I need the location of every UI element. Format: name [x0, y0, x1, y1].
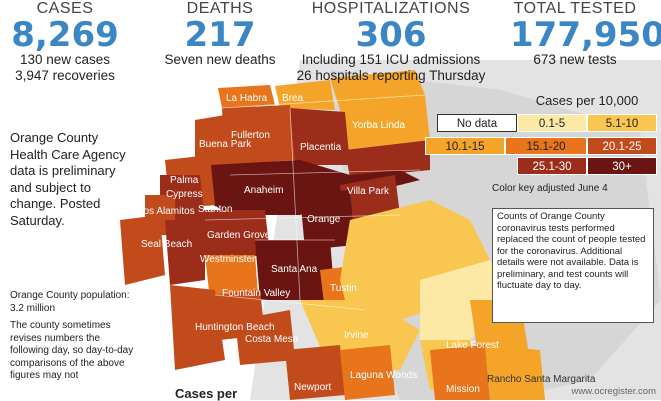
- legend-swatch: 10.1-15: [425, 137, 505, 155]
- cases-stat: CASES 8,269 130 new cases 3,947 recoveri…: [10, 0, 120, 84]
- legend-swatch: 20.1-25: [587, 137, 657, 155]
- map-label: Villa Park: [347, 186, 390, 197]
- revise-note: The county sometimes revises numbers the…: [10, 320, 134, 381]
- info-box: Counts of Orange County coronavirus test…: [492, 208, 654, 323]
- map-label: Costa Mesa: [245, 334, 299, 345]
- map-label: Lake Forest: [446, 340, 499, 351]
- map-label: Placentia: [300, 142, 342, 153]
- legend-title: Cases per 10,000: [535, 93, 639, 108]
- agency-note: Orange County Health Care Agency data is…: [10, 130, 126, 228]
- map-label: La Habra: [226, 93, 268, 104]
- hospitalizations-value: 306: [355, 15, 427, 55]
- map-label: Garden Grove: [207, 230, 271, 241]
- legend-swatch: 0.1-5: [517, 114, 587, 132]
- map-label: Santa Ana: [271, 264, 318, 275]
- map-label: Anaheim: [244, 185, 283, 196]
- map-label: Los Alamitos: [138, 206, 195, 217]
- map-label: Fountain Valley: [222, 288, 290, 299]
- hospitalizations-reporting: 26 hospitals reporting Thursday: [296, 68, 486, 83]
- map-label: Fullerton: [231, 130, 270, 141]
- watermark: www.ocregister.com: [571, 386, 656, 397]
- map-label: Rancho Santa Margarita: [487, 374, 596, 385]
- legend-swatch: 5.1-10: [587, 114, 657, 132]
- map-label: Palma: [170, 175, 199, 186]
- map-label: Buena Park: [199, 139, 252, 150]
- legend-swatch: 30+: [587, 157, 657, 175]
- hospitalizations-icu: Including 151 ICU admissions: [301, 52, 481, 67]
- cases-new: 130 new cases: [19, 52, 111, 67]
- map-label: Yorba Linda: [352, 120, 405, 131]
- map-label: Laguna Woods: [350, 370, 417, 381]
- map-bottom-title: Cases per: [175, 386, 238, 401]
- deaths-stat: DEATHS 217 Seven new deaths: [155, 0, 285, 68]
- map-label: Brea: [282, 93, 304, 104]
- map-label: Newport: [294, 382, 331, 393]
- map-label: Westminster: [200, 254, 256, 265]
- tested-new: 673 new tests: [533, 52, 617, 67]
- legend-swatch: 15.1-20: [505, 137, 587, 155]
- deaths-value: 217: [184, 15, 256, 55]
- deaths-label: DEATHS: [186, 0, 254, 17]
- legend-swatch: 25.1-30: [517, 157, 587, 175]
- population-note: Orange County population: 3.2 million: [10, 290, 130, 314]
- tested-stat: TOTAL TESTED 177,950 673 new tests: [510, 0, 661, 68]
- cases-label: CASES: [36, 0, 94, 17]
- legend-swatch: No data: [437, 114, 517, 132]
- map-label: Mission: [446, 384, 480, 395]
- map-label: Huntington Beach: [195, 322, 275, 333]
- legend: Cases per 10,000 No data 0.1-5 5.1-10 10…: [425, 93, 657, 175]
- cases-recoveries: 3,947 recoveries: [15, 68, 115, 83]
- deaths-new: Seven new deaths: [164, 52, 276, 67]
- map-label: Stanton: [198, 204, 232, 215]
- cases-value: 8,269: [11, 15, 119, 55]
- color-key-note: Color key adjusted June 4: [492, 183, 608, 194]
- map-label: Seal Beach: [141, 239, 192, 250]
- hospitalizations-label: HOSPITALIZATIONS: [311, 0, 471, 17]
- map-label: Irvine: [344, 330, 369, 341]
- hospitalizations-stat: HOSPITALIZATIONS 306 Including 151 ICU a…: [296, 0, 486, 84]
- tested-label: TOTAL TESTED: [513, 0, 637, 17]
- tested-value: 177,950: [510, 15, 661, 55]
- map-label: Tustin: [330, 283, 357, 294]
- map-label: Cypress: [166, 189, 203, 200]
- map-label: Orange: [307, 214, 341, 225]
